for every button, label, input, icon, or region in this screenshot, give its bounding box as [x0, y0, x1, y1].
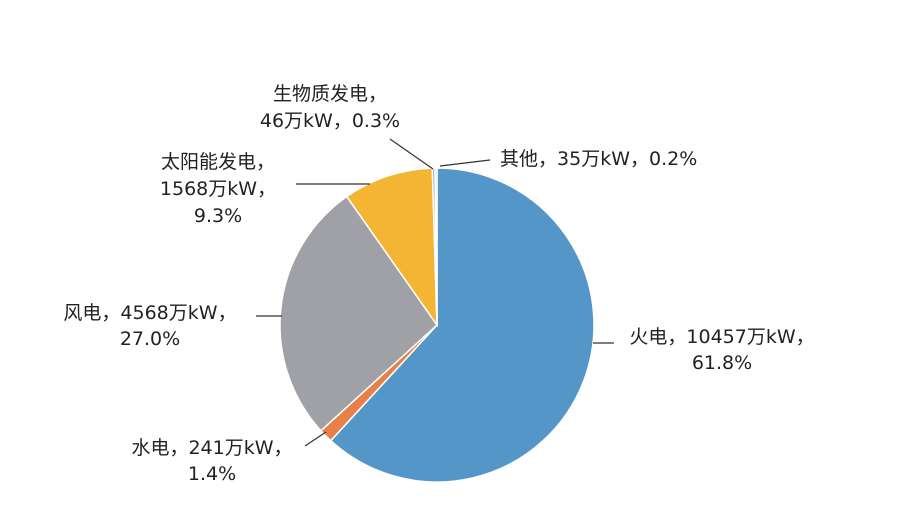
separator: ，	[169, 437, 188, 459]
label-part: 61.8%	[692, 352, 752, 374]
label-part: 27.0%	[120, 328, 180, 350]
label-part: 10457万kW	[686, 326, 795, 348]
data-label: 9.3%	[194, 205, 242, 227]
separator: ，	[101, 302, 120, 324]
pie-slice	[345, 167, 438, 328]
pie-slice	[329, 167, 595, 483]
pie-slice	[434, 167, 438, 326]
label-part: 其他	[500, 148, 538, 170]
data-label: 61.8%	[692, 352, 752, 374]
label-part: 太阳能发电	[161, 151, 256, 173]
label-part: 241万kW	[188, 437, 273, 459]
pie-slice	[279, 195, 438, 432]
separator: ，	[274, 437, 293, 459]
label-part: 0.2%	[649, 148, 697, 170]
label-part: 1.4%	[188, 463, 236, 485]
label-part: 生物质发电	[273, 83, 368, 105]
data-label: 其他，35万kW，0.2%	[500, 148, 697, 170]
separator: ，	[218, 302, 237, 324]
data-label: 27.0%	[120, 328, 180, 350]
separator: ，	[256, 151, 275, 173]
leader-line	[439, 159, 491, 167]
separator: ，	[368, 83, 387, 105]
separator: ，	[257, 178, 276, 200]
leader-line	[389, 138, 434, 170]
data-label: 太阳能发电，	[161, 151, 275, 173]
data-label: 火电，10457万kW，	[629, 326, 814, 348]
separator: ，	[667, 326, 686, 348]
label-part: 9.3%	[194, 205, 242, 227]
label-part: 0.3%	[352, 110, 400, 132]
label-part: 46万kW	[260, 110, 333, 132]
data-label: 风电，4568万kW，	[63, 302, 236, 324]
separator: ，	[333, 110, 352, 132]
separator: ，	[538, 148, 557, 170]
label-part: 35万kW	[557, 148, 630, 170]
label-part: 1568万kW	[160, 178, 257, 200]
data-label: 生物质发电，	[273, 83, 387, 105]
data-label: 1568万kW，	[160, 178, 276, 200]
separator: ，	[796, 326, 815, 348]
leader-line	[304, 431, 327, 447]
data-label: 46万kW，0.3%	[260, 110, 400, 132]
label-part: 4568万kW	[120, 302, 217, 324]
label-part: 风电	[63, 302, 101, 324]
data-label: 水电，241万kW，	[131, 437, 292, 459]
label-part: 火电	[629, 326, 667, 348]
data-label: 1.4%	[188, 463, 236, 485]
separator: ，	[630, 148, 649, 170]
label-part: 水电	[131, 437, 169, 459]
